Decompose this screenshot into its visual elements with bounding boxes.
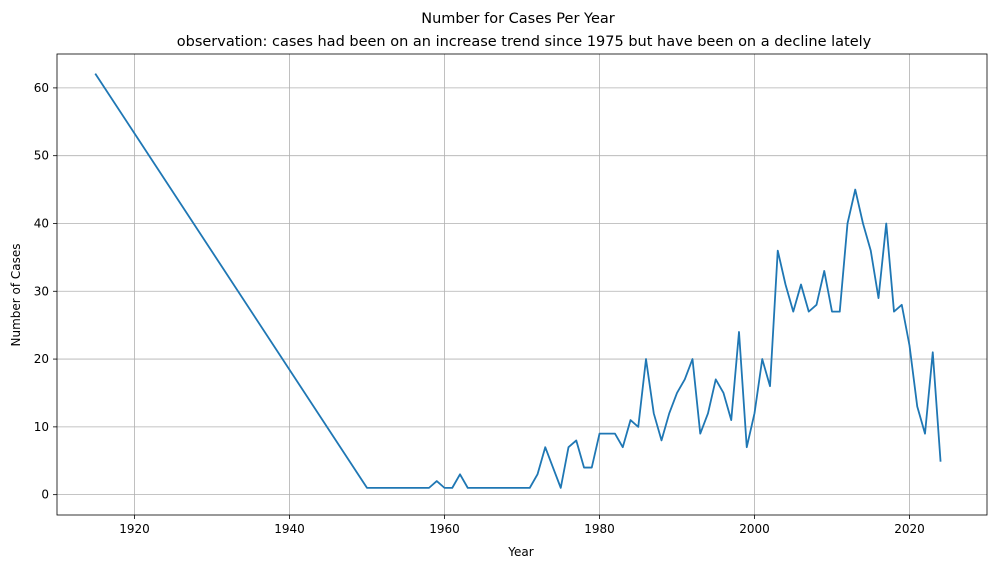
x-tick-label: 1920 <box>119 522 150 536</box>
x-tick-label: 2000 <box>739 522 770 536</box>
series-layer <box>94 73 942 489</box>
y-axis-ticks: 0 10 20 30 40 50 60 <box>34 81 57 502</box>
x-tick-label: 1980 <box>584 522 615 536</box>
chart-title: Number for Cases Per Year <box>421 11 615 27</box>
plot-frame <box>56 53 988 516</box>
x-axis-label: Year <box>507 545 533 559</box>
y-tick-label: 60 <box>34 81 49 95</box>
y-tick-label: 10 <box>34 420 49 434</box>
grid <box>57 54 987 515</box>
x-axis-ticks: 1920 1940 1960 1980 2000 2020 <box>119 515 925 536</box>
x-tick-label: 1940 <box>274 522 305 536</box>
y-tick-label: 40 <box>34 216 49 230</box>
y-tick-label: 0 <box>41 488 49 502</box>
x-tick-label: 2020 <box>894 522 925 536</box>
y-tick-label: 30 <box>34 284 49 298</box>
chart-subtitle: observation: cases had been on an increa… <box>177 34 872 50</box>
y-tick-label: 50 <box>34 149 49 163</box>
x-tick-label: 1960 <box>429 522 460 536</box>
y-axis-label: Number of Cases <box>9 243 23 346</box>
series-line <box>94 73 942 489</box>
y-tick-label: 20 <box>34 352 49 366</box>
